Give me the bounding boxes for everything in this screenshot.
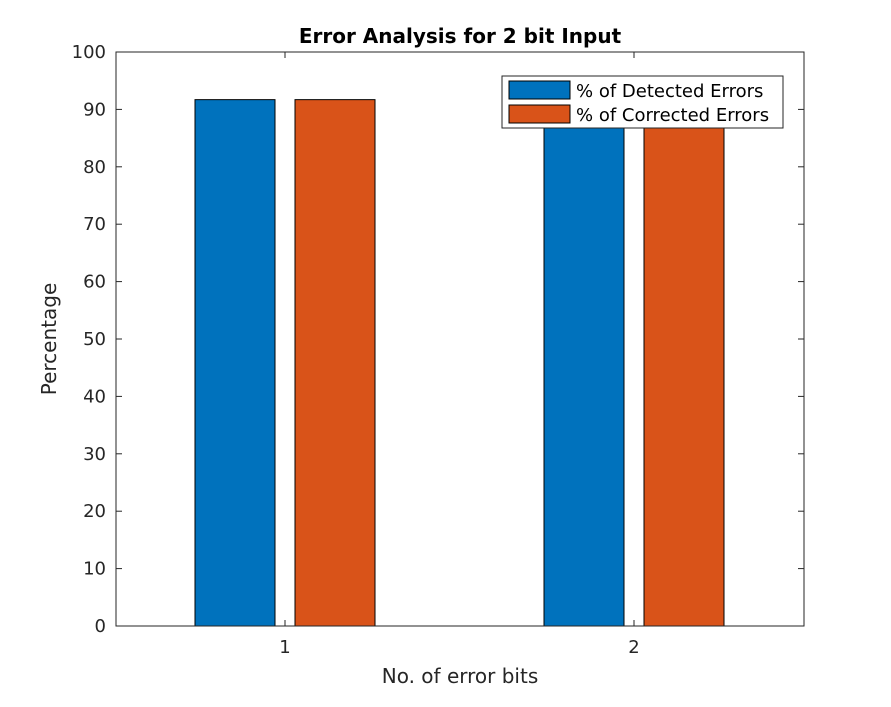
x-axis-label: No. of error bits <box>382 664 538 688</box>
bars-layer <box>194 99 725 627</box>
chart-title: Error Analysis for 2 bit Input <box>299 24 622 48</box>
y-tick-label: 70 <box>83 214 106 235</box>
bar-corrected-cat-2 <box>643 120 725 627</box>
y-tick-label: 0 <box>95 616 106 637</box>
y-tick-label: 50 <box>83 329 106 350</box>
y-tick-label: 10 <box>83 559 106 580</box>
x-tick-label: 1 <box>279 637 290 658</box>
legend-label: % of Corrected Errors <box>576 105 769 126</box>
x-tick-label: 2 <box>628 637 639 658</box>
y-tick-label: 80 <box>83 157 106 178</box>
bar-detected-cat-1 <box>194 99 276 627</box>
plot-frame <box>115 51 805 627</box>
legend: % of Detected Errors % of Corrected Error… <box>501 75 784 129</box>
y-tick-label: 20 <box>83 501 106 522</box>
bar-corrected-cat-1 <box>294 99 376 627</box>
y-tick-label: 40 <box>83 386 106 407</box>
legend-swatch <box>508 104 571 124</box>
y-tick-label: 60 <box>83 272 106 293</box>
y-tick-label: 30 <box>83 444 106 465</box>
y-tick-label: 100 <box>72 42 106 63</box>
bar-detected-cat-2 <box>543 120 625 627</box>
legend-label: % of Detected Errors <box>576 81 763 102</box>
y-axis-label: Percentage <box>37 283 61 396</box>
y-tick-label: 90 <box>83 99 106 120</box>
legend-swatch <box>508 80 571 100</box>
